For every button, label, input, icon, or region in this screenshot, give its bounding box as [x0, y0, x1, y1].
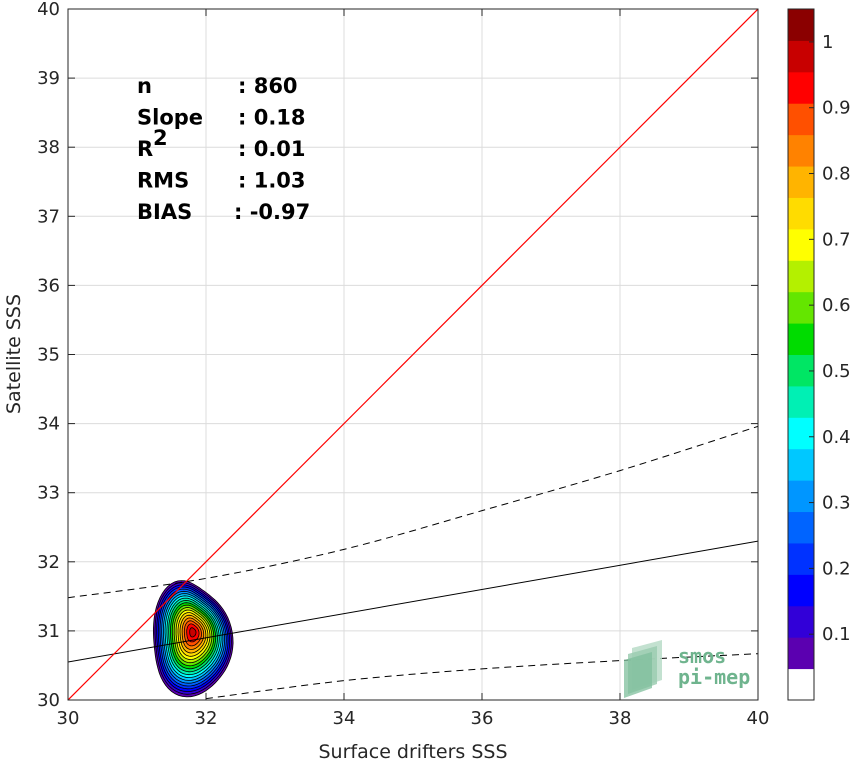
y-tick-label-9: 39 [37, 68, 60, 89]
colorbar-segment-18 [788, 103, 814, 136]
stat-label-0: n [137, 74, 152, 98]
colorbar-label-8: 0.9 [822, 98, 851, 119]
colorbar-label-2: 0.3 [822, 493, 851, 514]
x-tick-label-4: 38 [609, 708, 632, 729]
colorbar-label-3: 0.4 [822, 427, 851, 448]
colorbar-segment-6 [788, 480, 814, 513]
y-tick-label-4: 34 [37, 414, 60, 435]
x-tick-label-0: 30 [57, 708, 80, 729]
x-tick-label-2: 34 [333, 708, 356, 729]
y-tick-label-3: 33 [37, 483, 60, 504]
x-tick-label-5: 40 [747, 708, 770, 729]
colorbar-segment-19 [788, 71, 814, 104]
logo-stack-icon [624, 640, 662, 698]
stat-value-3: : 1.03 [238, 169, 306, 193]
colorbar-segment-11 [788, 323, 814, 355]
colorbar-frame [787, 8, 815, 701]
stat-label-2: R [137, 137, 153, 161]
colorbar-segment-13 [788, 260, 814, 293]
stat-value-1: : 0.18 [238, 106, 306, 130]
stat-label-4: BIAS [137, 200, 192, 224]
y-axis-ticks: 30 31 32 33 34 35 36 37 38 39 40 [37, 0, 758, 711]
lower-bound-line [205, 653, 758, 700]
colorbar-segment-9 [788, 385, 814, 418]
smos-pimep-logo: smos pi-mep [624, 640, 750, 698]
colorbar: 0.1 0.2 0.3 0.4 0.5 0.6 0.7 0.8 0.9 1 [787, 8, 851, 701]
stat-value-2: : 0.01 [238, 137, 306, 161]
logo-line1: smos [678, 644, 726, 668]
colorbar-segment-8 [788, 417, 814, 450]
colorbar-segment-4 [788, 542, 814, 575]
x-axis-title: Surface drifters SSS [319, 741, 508, 763]
logo-line2: pi-mep [678, 665, 750, 689]
colorbar-segment-17 [788, 134, 814, 167]
density-contours [152, 580, 234, 698]
colorbar-segment-21 [788, 9, 814, 41]
colorbar-segment-14 [788, 228, 814, 261]
colorbar-segment-5 [788, 511, 814, 544]
colorbar-label-6: 0.7 [822, 229, 851, 250]
colorbar-segment-15 [788, 197, 814, 230]
y-axis-title: Satellite SSS [3, 294, 25, 414]
upper-bound-line [68, 425, 758, 599]
colorbar-label-7: 0.8 [822, 164, 851, 185]
y-tick-label-0: 30 [37, 690, 60, 711]
y-tick-label-7: 37 [37, 206, 60, 227]
stat-label-sup-2: 2 [153, 126, 168, 150]
stats-box: n : 860 Slope : 0.18 R 2 : 0.01 RMS : 1.03 BIAS : … [137, 74, 310, 224]
colorbar-label-5: 0.6 [822, 295, 851, 316]
y-tick-label-6: 36 [37, 275, 60, 296]
colorbar-segment-7 [788, 448, 814, 481]
x-tick-label-1: 32 [195, 708, 218, 729]
colorbar-label-0: 0.1 [822, 624, 851, 645]
colorbar-segment-20 [788, 40, 814, 73]
fit-lines [68, 9, 758, 700]
identity-line [68, 9, 758, 700]
colorbar-label-9: 1 [822, 32, 833, 53]
colorbar-segment-12 [788, 291, 814, 324]
colorbar-segment-2 [788, 605, 814, 638]
x-axis-ticks: 30 32 34 36 38 40 [57, 9, 770, 729]
stat-label-3: RMS [137, 169, 189, 193]
colorbar-segment-3 [788, 574, 814, 607]
y-tick-label-5: 35 [37, 345, 60, 366]
density-level-20 [189, 627, 197, 638]
colorbar-segment-16 [788, 166, 814, 198]
regression-line [68, 540, 758, 663]
colorbar-label-4: 0.5 [822, 361, 851, 382]
stat-value-0: : 860 [238, 74, 298, 98]
stat-value-4: : -0.97 [234, 200, 310, 224]
y-tick-label-8: 38 [37, 137, 60, 158]
colorbar-segment-0 [788, 668, 814, 701]
stat-label-1: Slope [137, 106, 203, 130]
x-tick-label-3: 36 [471, 708, 494, 729]
y-tick-label-2: 32 [37, 552, 60, 573]
y-tick-label-10: 40 [37, 0, 60, 20]
y-tick-label-1: 31 [37, 621, 60, 642]
colorbar-label-1: 0.2 [822, 558, 851, 579]
colorbar-segment-1 [788, 637, 814, 670]
